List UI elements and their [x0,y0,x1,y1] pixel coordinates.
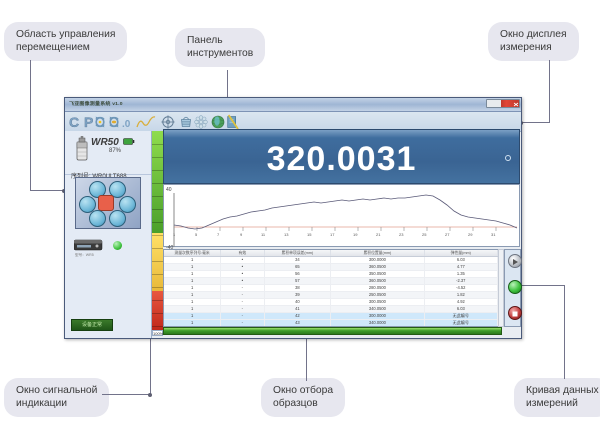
svg-text:23: 23 [399,232,404,237]
svg-text:5: 5 [195,232,198,237]
svg-text:17: 17 [330,232,335,237]
svg-text:7: 7 [217,232,220,237]
svg-text:31: 31 [491,232,496,237]
svg-text:15: 15 [307,232,312,237]
svg-text:21: 21 [376,232,381,237]
svg-text:13: 13 [284,232,289,237]
svg-text:9: 9 [240,232,243,237]
svg-text:1: 1 [173,232,176,237]
svg-text:29: 29 [468,232,473,237]
svg-text:P: P [84,114,93,130]
svg-text:11: 11 [261,232,266,237]
svg-text:27: 27 [445,232,450,237]
svg-text:25: 25 [422,232,427,237]
svg-text:19: 19 [353,232,358,237]
svg-text:C: C [69,114,79,130]
svg-text:.0: .0 [122,119,131,130]
